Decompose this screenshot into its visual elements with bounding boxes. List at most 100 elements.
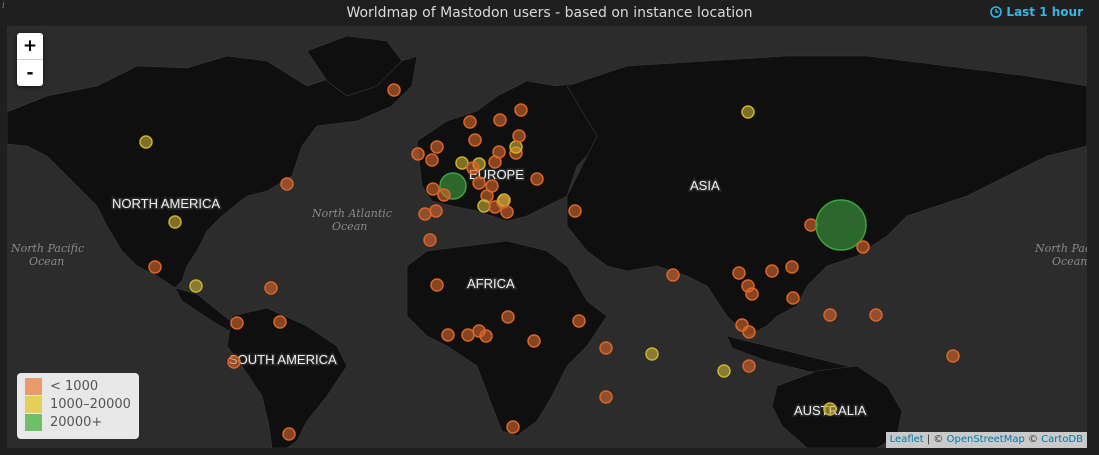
instance-marker-small[interactable] [230,316,244,330]
instance-marker-small[interactable] [786,291,800,305]
instance-marker-small[interactable] [501,310,515,324]
instance-marker-medium[interactable] [509,140,523,154]
zoom-control: + - [17,33,43,86]
legend-label: < 1000 [50,378,99,394]
instance-marker-small[interactable] [765,264,779,278]
instance-marker-small[interactable] [742,325,756,339]
instance-marker-small[interactable] [493,113,507,127]
instance-marker-small[interactable] [282,427,296,441]
info-icon[interactable]: i [2,1,5,11]
instance-marker-small[interactable] [472,176,486,190]
instance-marker-small[interactable] [869,308,883,322]
instance-marker-small[interactable] [426,182,440,196]
world-map[interactable]: NORTH AMERICA SOUTH AMERICA EUROPE AFRIC… [7,26,1087,448]
label-north-pacific-2: Ocean [29,255,64,268]
north-america-land [7,55,418,289]
marker-layer [139,83,960,441]
instance-marker-small[interactable] [425,153,439,167]
map-canvas: NORTH AMERICA SOUTH AMERICA EUROPE AFRIC… [7,35,1087,448]
instance-marker-small[interactable] [418,207,432,221]
instance-marker-medium[interactable] [645,347,659,361]
instance-marker-small[interactable] [430,140,444,154]
instance-marker-small[interactable] [823,308,837,322]
instance-marker-small[interactable] [423,233,437,247]
instance-marker-small[interactable] [732,266,746,280]
instance-marker-small[interactable] [512,129,526,143]
attribution-separator: | © [923,434,947,445]
instance-marker-small[interactable] [461,328,475,342]
legend-item: 20000+ [17,413,139,431]
instance-marker-small[interactable] [479,329,493,343]
instance-marker-medium[interactable] [497,193,511,207]
instance-marker-small[interactable] [273,315,287,329]
map-attribution: Leaflet | © OpenStreetMap © CartoDB [885,432,1087,448]
panel-header: i Worldmap of Mastodon users - based on … [0,0,1099,26]
legend-swatch-medium [25,395,42,413]
instance-marker-small[interactable] [745,287,759,301]
instance-marker-small[interactable] [437,188,451,202]
legend-swatch-large [25,413,42,431]
instance-marker-small[interactable] [572,314,586,328]
legend-item: 1000–20000 [17,395,139,413]
instance-marker-medium[interactable] [455,156,469,170]
label-asia: ASIA [690,178,720,193]
instance-marker-small[interactable] [429,204,443,218]
instance-marker-small[interactable] [227,355,241,369]
instance-marker-small[interactable] [148,260,162,274]
instance-marker-small[interactable] [466,161,480,175]
time-range-label: Last 1 hour [1006,5,1083,19]
clock-icon [990,6,1003,18]
instance-marker-small[interactable] [946,349,960,363]
africa-land [406,240,608,437]
instance-marker-small[interactable] [785,260,799,274]
instance-marker-small[interactable] [804,218,818,232]
instance-marker-medium[interactable] [823,402,837,416]
instance-marker-small[interactable] [463,115,477,129]
instance-marker-small[interactable] [742,359,756,373]
label-north-pacific-1: North Pacific [10,242,84,255]
panel-title[interactable]: Worldmap of Mastodon users - based on in… [346,5,753,21]
instance-marker-small[interactable] [441,328,455,342]
instance-marker-small[interactable] [468,133,482,147]
openstreetmap-link[interactable]: OpenStreetMap [946,434,1025,445]
instance-marker-small[interactable] [492,145,506,159]
instance-marker-small[interactable] [599,341,613,355]
instance-marker-small[interactable] [264,281,278,295]
instance-marker-medium[interactable] [477,199,491,213]
greenland-land [306,35,403,97]
instance-marker-small[interactable] [568,204,582,218]
leaflet-link[interactable]: Leaflet [889,434,924,445]
instance-marker-small[interactable] [430,278,444,292]
instance-marker-small[interactable] [527,334,541,348]
instance-marker-medium[interactable] [741,105,755,119]
instance-marker-small[interactable] [856,240,870,254]
south-america-land [226,307,348,448]
instance-marker-medium[interactable] [717,364,731,378]
instance-marker-small[interactable] [387,83,401,97]
instance-marker-small[interactable] [506,420,520,434]
instance-marker-large[interactable] [815,199,867,251]
attribution-separator: © [1024,434,1042,445]
instance-marker-small[interactable] [280,177,294,191]
label-north-pacific-right-1: North Pacific [1034,242,1087,255]
label-north-atlantic-2: Ocean [332,220,367,233]
central-america-land [174,287,238,332]
instance-marker-small[interactable] [500,205,514,219]
cartodb-link[interactable]: CartoDB [1041,434,1083,445]
instance-marker-medium[interactable] [168,215,182,229]
legend-label: 1000–20000 [50,396,131,412]
legend-label: 20000+ [50,414,103,430]
label-north-atlantic-1: North Atlantic [311,207,392,220]
instance-marker-small[interactable] [599,390,613,404]
instance-marker-small[interactable] [514,103,528,117]
instance-marker-small[interactable] [530,172,544,186]
zoom-out-button[interactable]: - [26,63,34,83]
zoom-in-button[interactable]: + [17,33,43,60]
instance-marker-medium[interactable] [139,135,153,149]
instance-marker-medium[interactable] [189,279,203,293]
map-legend: < 1000 1000–20000 20000+ [17,373,139,439]
time-range-picker[interactable]: Last 1 hour [990,5,1083,19]
instance-marker-small[interactable] [411,147,425,161]
instance-marker-small[interactable] [666,268,680,282]
